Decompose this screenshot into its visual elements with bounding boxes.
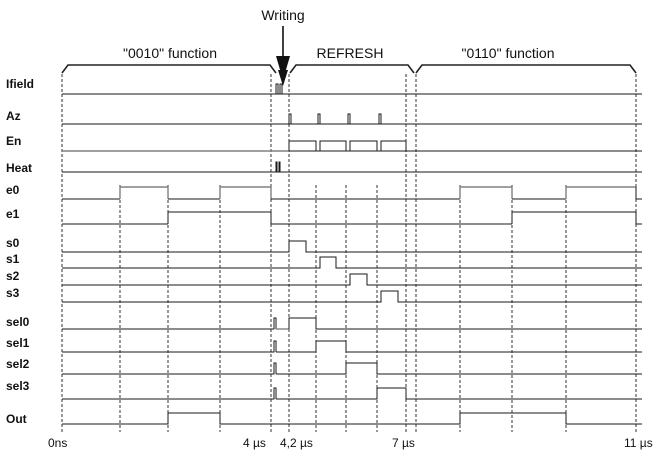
phase-label-0110: "0110" function bbox=[462, 45, 555, 61]
tick-11us: 11 µs bbox=[624, 436, 653, 450]
trace-heat bbox=[62, 161, 642, 173]
signal-label-s0: s0 bbox=[6, 236, 20, 250]
trace-sel1 bbox=[62, 340, 642, 353]
tick-4us: 4 µs bbox=[243, 436, 266, 450]
phase-brace-0110 bbox=[415, 64, 637, 74]
trace-s0 bbox=[62, 240, 642, 253]
trace-sel3 bbox=[62, 387, 642, 400]
signal-label-ifield: Ifield bbox=[6, 77, 34, 91]
trace-sel2 bbox=[62, 362, 642, 375]
signal-label-e1: e1 bbox=[6, 207, 20, 221]
trace-s3 bbox=[62, 290, 642, 303]
trace-s2 bbox=[62, 273, 642, 286]
writing-label: Writing bbox=[261, 7, 304, 23]
trace-out bbox=[62, 412, 642, 425]
tick-4-2us: 4,2 µs bbox=[280, 436, 313, 450]
signal-label-sel0: sel0 bbox=[6, 315, 30, 329]
trace-en bbox=[62, 140, 642, 152]
trace-e1 bbox=[62, 211, 642, 225]
tick-7us: 7 µs bbox=[392, 436, 415, 450]
signal-label-sel2: sel2 bbox=[6, 357, 30, 371]
phase-brace-refresh bbox=[289, 64, 415, 74]
trace-az bbox=[62, 113, 642, 125]
trace-ifield bbox=[62, 83, 642, 95]
trace-s1 bbox=[62, 256, 642, 269]
phase-label-refresh: REFRESH bbox=[317, 45, 384, 61]
time-markers bbox=[61, 74, 637, 432]
signal-label-sel1: sel1 bbox=[6, 336, 30, 350]
phase-label-0010: "0010" function bbox=[123, 45, 217, 61]
signal-label-s2: s2 bbox=[6, 269, 20, 283]
signal-label-en: En bbox=[6, 134, 21, 148]
signal-label-sel3: sel3 bbox=[6, 379, 30, 393]
phase-brace-0010 bbox=[61, 64, 277, 74]
signal-label-az: Az bbox=[6, 109, 21, 123]
signal-label-s1: s1 bbox=[6, 252, 20, 266]
trace-sel0 bbox=[62, 317, 642, 330]
trace-e0 bbox=[62, 186, 642, 200]
signal-label-s3: s3 bbox=[6, 286, 20, 300]
signal-label-out: Out bbox=[6, 412, 27, 426]
signal-label-e0: e0 bbox=[6, 183, 20, 197]
tick-0ns: 0ns bbox=[48, 436, 67, 450]
signal-label-heat: Heat bbox=[6, 161, 32, 175]
writing-arrow bbox=[276, 26, 290, 86]
